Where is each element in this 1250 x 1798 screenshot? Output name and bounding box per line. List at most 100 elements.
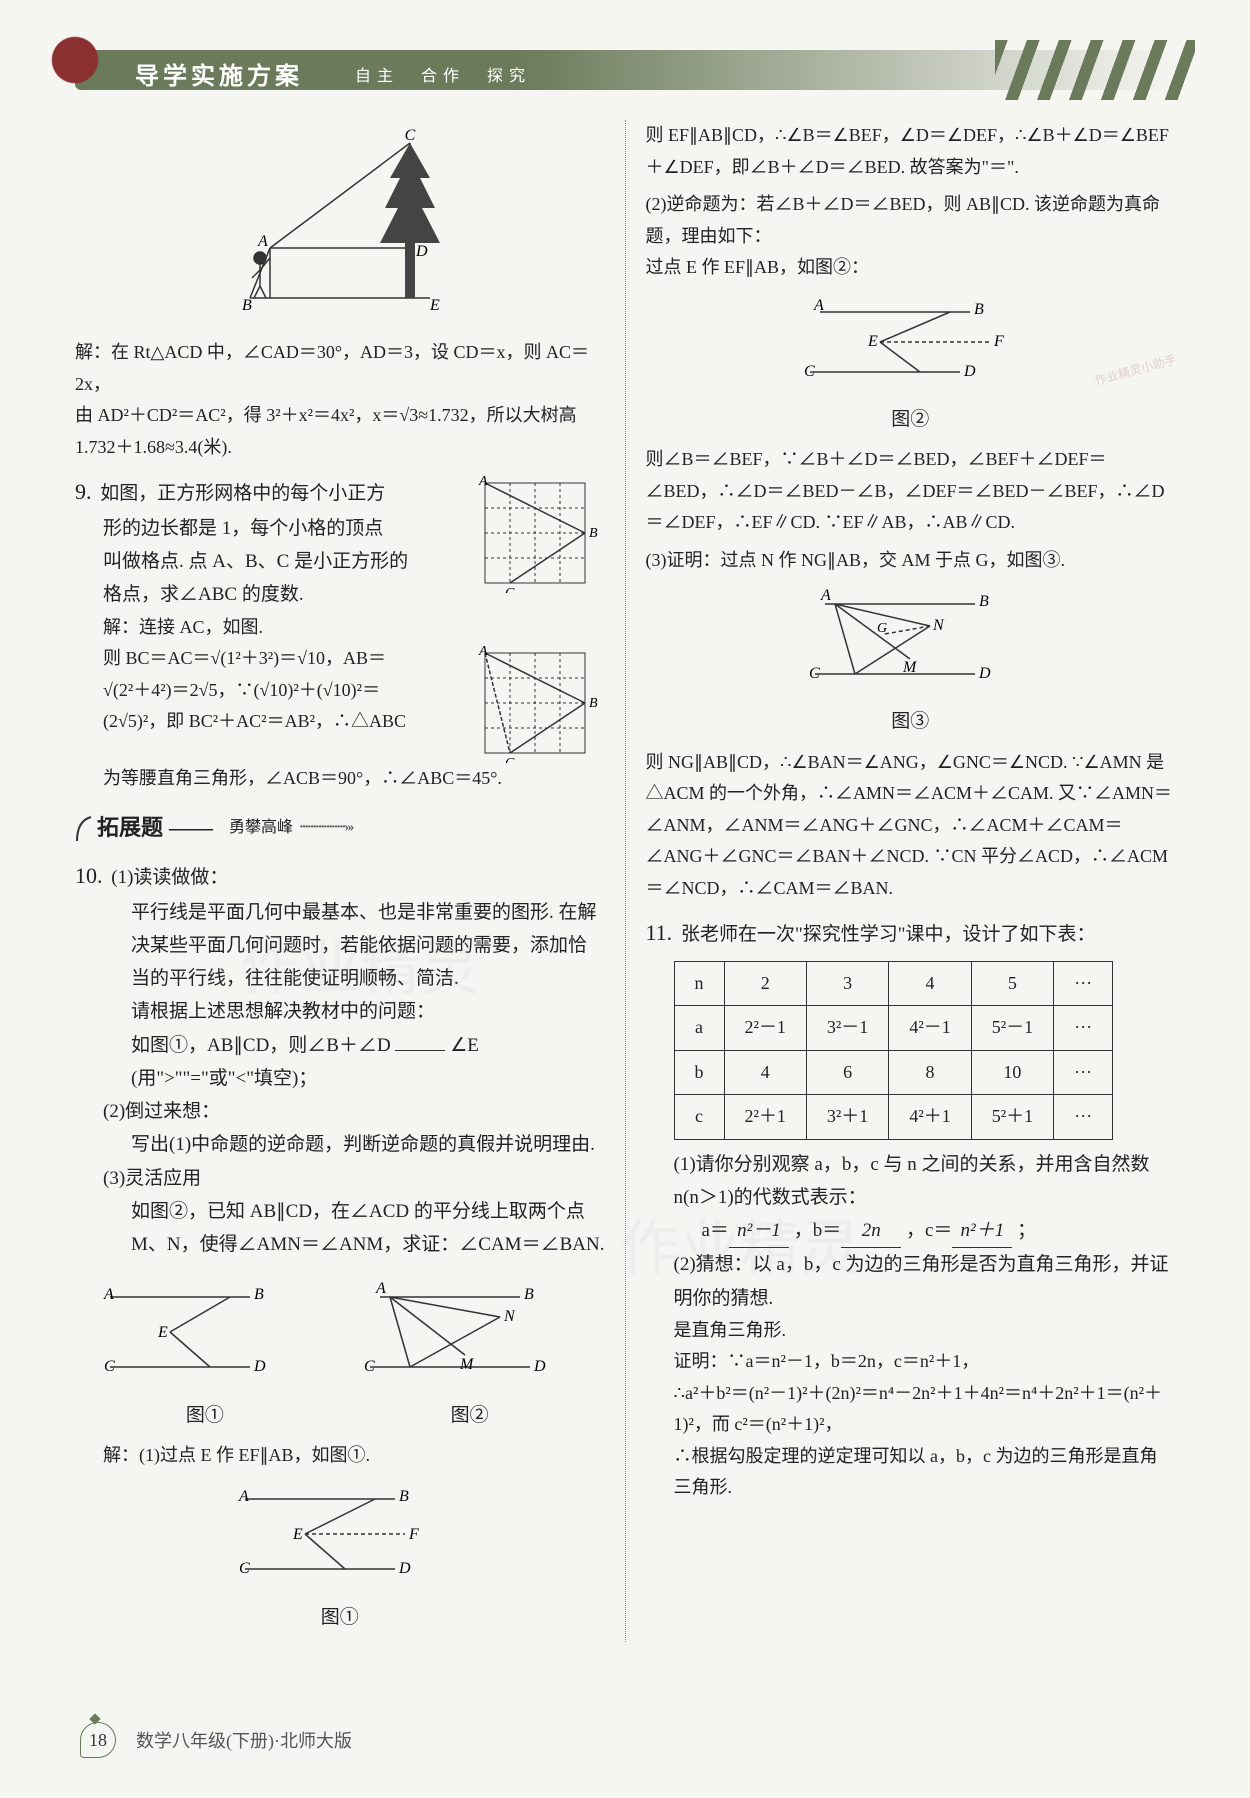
svg-text:F: F (408, 1526, 419, 1543)
p9-text-1: 如图，正方形网格中的每个小正方 (100, 483, 385, 504)
header-subtitle: 自主 合作 探究 (355, 62, 531, 86)
p11-text: 张老师在一次"探究性学习"课中，设计了如下表： (681, 924, 1096, 945)
p9-text-4: 格点，求∠ABC 的度数. (75, 578, 475, 611)
p9-number: 9. (75, 479, 92, 504)
svg-text:E: E (429, 297, 440, 314)
svg-text:B: B (399, 1488, 409, 1505)
section-extension: 拓展题 —— 勇攀高峰 ·················››› (75, 809, 605, 848)
svg-text:A: A (820, 587, 831, 604)
svg-text:D: D (253, 1358, 266, 1375)
svg-text:C: C (404, 128, 415, 144)
right-column: 则 EF∥AB∥CD，∴∠B＝∠BEF，∠D＝∠DEF，∴∠B＋∠D＝∠BEF＋… (646, 120, 1176, 1642)
svg-text:B: B (589, 526, 598, 541)
p10-2-a: 写出(1)中命题的逆命题，判断逆命题的真假并说明理由. (75, 1128, 605, 1161)
svg-text:D: D (963, 363, 976, 380)
svg-text:C: C (364, 1358, 375, 1375)
svg-text:E: E (157, 1324, 168, 1341)
svg-text:A: A (257, 233, 268, 250)
p9-sol-2: 则 BC＝AC＝√(1²＋3²)＝√10，AB＝ (75, 643, 475, 675)
p10-3-label: (3)灵活应用 (75, 1162, 605, 1195)
svg-text:D: D (533, 1358, 546, 1375)
p11-number: 11. (646, 920, 673, 945)
section-title: 拓展题 (97, 809, 163, 848)
svg-text:D: D (978, 665, 991, 682)
p10-number: 10. (75, 863, 103, 888)
svg-text:N: N (503, 1308, 516, 1325)
svg-text:M: M (459, 1356, 475, 1373)
p9-sol-4: (2√5)²，即 BC²＋AC²＝AB²，∴△ABC (75, 706, 475, 738)
p9-sol-1: 解：连接 AC，如图. (75, 612, 605, 644)
svg-text:A: A (478, 644, 488, 659)
svg-text:B: B (589, 696, 598, 711)
svg-text:C: C (239, 1560, 250, 1577)
p9-text-2: 形的边长都是 1，每个小格的顶点 (75, 512, 475, 545)
page-header: 导学实施方案 自主 合作 探究 (75, 40, 1175, 100)
figure-2: A B N M C D 图② (360, 1277, 580, 1432)
svg-text:A: A (238, 1488, 249, 1505)
svg-text:B: B (974, 301, 984, 318)
p11-sol-2: 证明：∵a＝n²－1，b＝2n，c＝n²＋1， (646, 1346, 1176, 1378)
header-title: 导学实施方案 (135, 56, 303, 91)
svg-text:C: C (505, 586, 515, 593)
header-logo (35, 20, 115, 100)
section-arrows: ·················››› (299, 816, 352, 841)
column-divider (625, 120, 626, 1642)
r5: (3)证明：过点 N 作 NG∥AB，交 AM 于点 G，如图③. (646, 545, 1176, 577)
r2: (2)逆命题为：若∠B＋∠D＝∠BED，则 AB∥CD. 该逆命题为真命题，理由… (646, 189, 1176, 252)
figure-grid-1: A B C (475, 473, 605, 593)
svg-text:C: C (809, 665, 820, 682)
p10-3-a: 如图②，已知 AB∥CD，在∠ACD 的平分线上取两个点 M、N，使得∠AMN＝… (75, 1195, 605, 1262)
p9-sol-3: √(2²＋4²)＝2√5，∵(√10)²＋(√10)²＝ (75, 675, 475, 707)
svg-text:E: E (292, 1526, 303, 1543)
svg-text:B: B (979, 593, 989, 610)
p10-1-d: (用">""="或"<"填空)； (75, 1062, 605, 1095)
p11-sol-3: ∴a²＋b²＝(n²－1)²＋(2n)²＝n⁴－2n²＋1＋4n²＝n⁴＋2n²… (646, 1378, 1176, 1441)
p11-1-answers: a＝n²－1 ，b＝2n ，c＝n²＋1 ； (646, 1214, 1176, 1248)
figure-tree: C A D B E (75, 128, 605, 329)
p11-sol-1: 是直角三角形. (646, 1315, 1176, 1347)
p8-solution-2: 由 AD²＋CD²＝AC²，得 3²＋x²＝4x²，x＝√3≈1.732，所以大… (75, 400, 605, 463)
svg-text:B: B (254, 1286, 264, 1303)
svg-text:A: A (813, 297, 824, 314)
r1: 则 EF∥AB∥CD，∴∠B＝∠BEF，∠D＝∠DEF，∴∠B＋∠D＝∠BEF＋… (646, 120, 1176, 183)
left-column: C A D B E 解：在 Rt△ACD 中，∠CAD＝30°，AD＝3，设 C… (75, 120, 605, 1642)
p10-sol-1: 解：(1)过点 E 作 EF∥AB，如图①. (75, 1440, 605, 1472)
page-footer: 18 数学八年级(下册)·北师大版 (80, 1722, 352, 1758)
svg-text:A: A (375, 1280, 386, 1297)
page-number: 18 (80, 1722, 116, 1758)
p9-text-3: 叫做格点. 点 A、B、C 是小正方形的 (75, 545, 475, 578)
r3: 过点 E 作 EF∥AB，如图②： (646, 252, 1176, 284)
figure-2b: A B E F C D 图② (646, 292, 1176, 437)
p8-solution-1: 解：在 Rt△ACD 中，∠CAD＝30°，AD＝3，设 CD＝x，则 AC＝2… (75, 337, 605, 400)
svg-text:F: F (993, 333, 1004, 350)
table-row: n 2 3 4 5 ··· (674, 961, 1113, 1006)
p10-1-b: 请根据上述思想解决教材中的问题： (75, 995, 605, 1028)
table-row: c 2²＋1 3²＋1 4²＋1 5²＋1 ··· (674, 1095, 1113, 1140)
svg-text:A: A (103, 1286, 114, 1303)
svg-text:D: D (398, 1560, 411, 1577)
section-subtitle: 勇攀高峰 (229, 814, 293, 842)
p10-2-label: (2)倒过来想： (75, 1095, 605, 1128)
svg-text:E: E (867, 333, 878, 350)
p10-1-a: 平行线是平面几何中最基本、也是非常重要的图形. 在解决某些平面几何问题时，若能依… (75, 896, 605, 996)
svg-text:C: C (505, 756, 515, 763)
p9-sol-5: 为等腰直角三角形，∠ACB＝90°，∴∠ABC＝45°. (75, 763, 605, 795)
p11-sol-4: ∴根据勾股定理的逆定理可知以 a，b，c 为边的三角形是直角三角形. (646, 1441, 1176, 1504)
svg-text:A: A (478, 474, 488, 489)
svg-text:C: C (104, 1358, 115, 1375)
p10-1-c: 如图①，AB∥CD，则∠B＋∠D ∠E (75, 1029, 605, 1062)
svg-text:C: C (804, 363, 815, 380)
r6: 则 NG∥AB∥CD，∴∠BAN＝∠ANG，∠GNC＝∠NCD. ∵∠AMN 是… (646, 747, 1176, 905)
svg-text:D: D (415, 243, 428, 260)
svg-text:B: B (524, 1286, 534, 1303)
figure-grid-2: A B C (475, 643, 605, 763)
svg-text:G: G (877, 621, 887, 636)
data-table: n 2 3 4 5 ··· a 2²－1 3²－1 4²－1 5²－1 ··· … (674, 961, 1114, 1140)
svg-text:B: B (242, 297, 252, 314)
figure-1: A B E C D 图① (100, 1277, 310, 1432)
figure-1b: A B E F C D 图① (75, 1479, 605, 1634)
r4: 则∠B＝∠BEF，∵∠B＋∠D＝∠BED，∠BEF＋∠DEF＝∠BED，∴∠D＝… (646, 444, 1176, 539)
figure-3: A B G N M C D 图③ (646, 584, 1176, 739)
footer-text: 数学八年级(下册)·北师大版 (136, 1727, 352, 1753)
svg-text:M: M (902, 659, 918, 676)
